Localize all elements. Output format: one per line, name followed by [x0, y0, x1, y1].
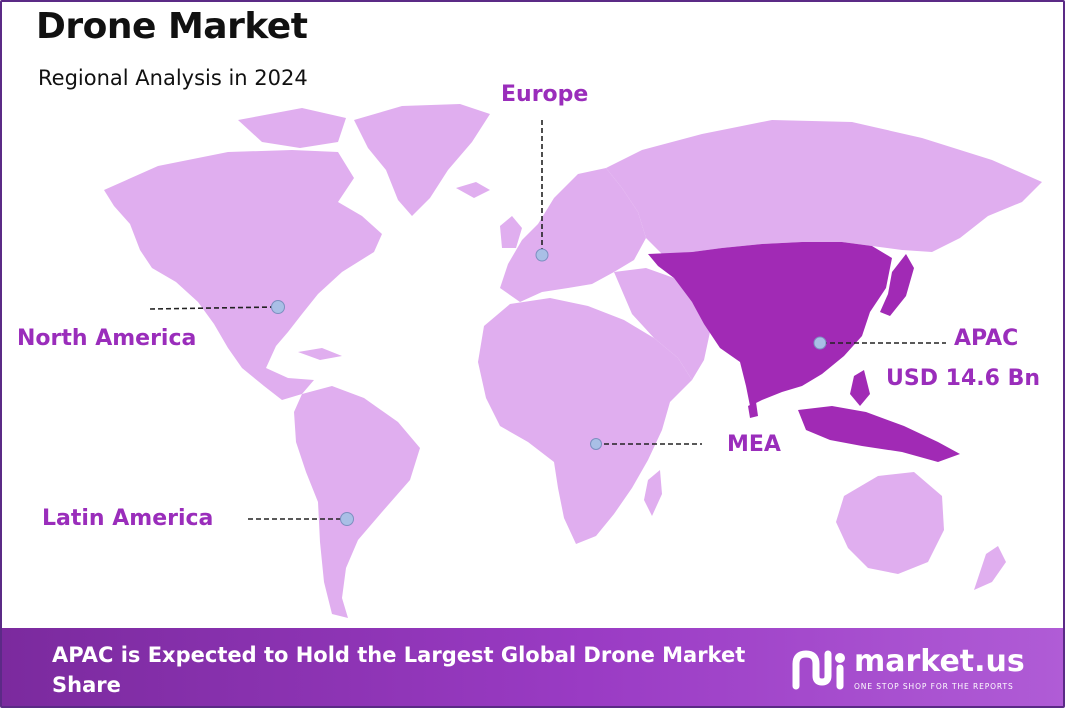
- new-zealand-shape: [974, 546, 1006, 590]
- apac-marker: [813, 336, 827, 350]
- japan-shape: [880, 254, 914, 316]
- iceland-shape: [456, 182, 490, 198]
- world-map: [104, 104, 1042, 618]
- sri-lanka-shape: [748, 402, 758, 418]
- north-america-label: North America: [17, 326, 197, 351]
- brand-tagline: ONE STOP SHOP FOR THE REPORTS: [854, 682, 1014, 691]
- latin-america-marker: [340, 512, 354, 526]
- indonesia-shape: [798, 406, 960, 462]
- arctic-islands-shape: [238, 108, 346, 148]
- europe-marker: [535, 248, 549, 262]
- mea-marker: [590, 438, 602, 450]
- market-us-logo-icon: [792, 650, 845, 690]
- north-america-marker: [271, 300, 285, 314]
- footer-statement: APAC is Expected to Hold the Largest Glo…: [52, 643, 746, 697]
- south-america-shape: [294, 386, 420, 618]
- north-america-shape: [104, 150, 382, 400]
- north-america-leader-line: [149, 306, 277, 310]
- page-subtitle: Regional Analysis in 2024: [38, 66, 308, 90]
- apac-value: USD 14.6 Bn: [886, 366, 1040, 391]
- middle-east-shape: [614, 268, 710, 380]
- europe-shape: [500, 168, 646, 302]
- footer-banner: APAC is Expected to Hold the Largest Glo…: [2, 628, 1063, 706]
- australia-shape: [836, 472, 944, 574]
- page-title: Drone Market: [36, 6, 308, 47]
- caribbean-shape: [298, 348, 342, 360]
- russia-shape: [606, 120, 1042, 254]
- europe-label: Europe: [501, 82, 589, 107]
- brand-logo: market.us ONE STOP SHOP FOR THE REPORTS: [792, 644, 1042, 700]
- philippines-shape: [850, 370, 870, 406]
- apac-label: APAC: [954, 326, 1019, 351]
- madagascar-shape: [644, 470, 662, 516]
- africa-shape: [478, 298, 692, 544]
- apac-shape: [648, 242, 892, 406]
- mea-label: MEA: [727, 432, 781, 457]
- brand-name: market.us: [854, 644, 1025, 679]
- latin-america-label: Latin America: [42, 506, 214, 531]
- uk-shape: [500, 216, 522, 248]
- greenland-shape: [354, 104, 490, 216]
